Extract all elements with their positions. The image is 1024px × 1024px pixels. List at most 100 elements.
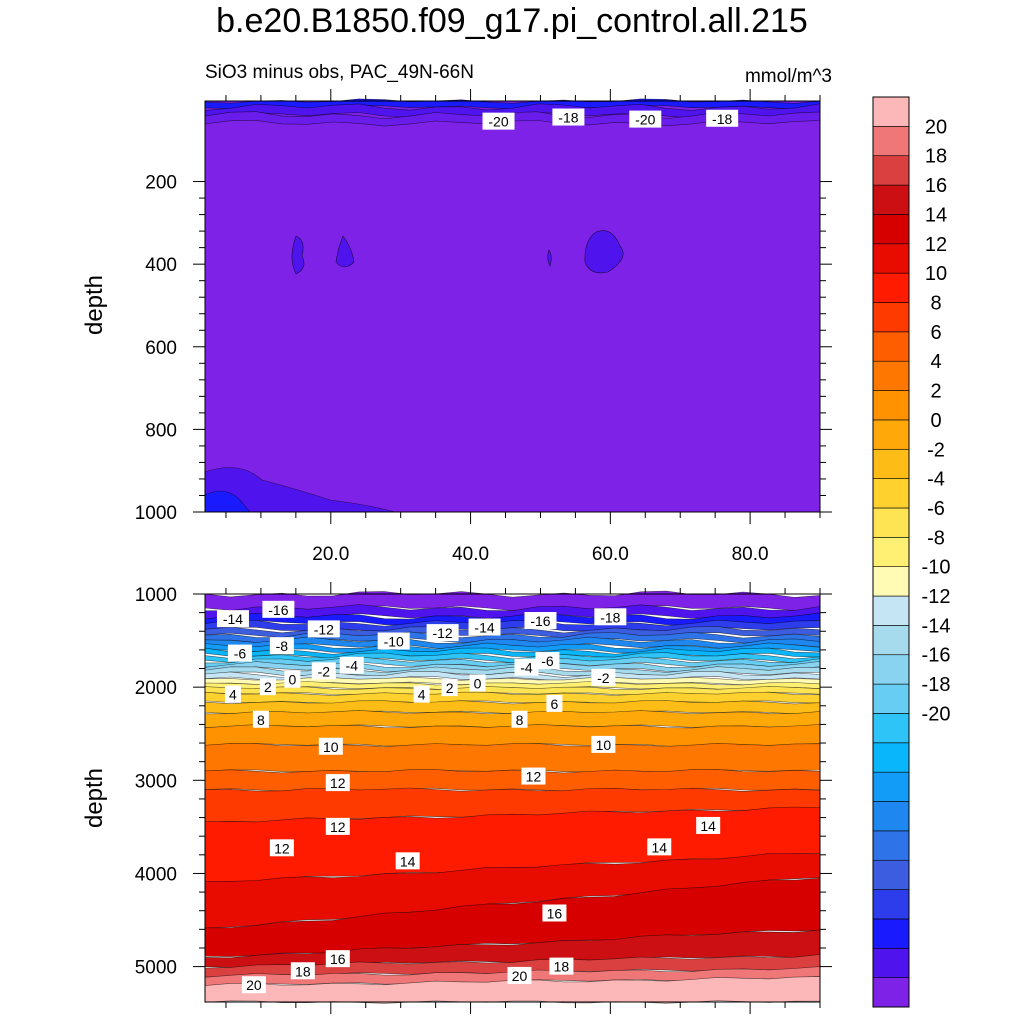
- bottom-contour-label: -10: [377, 632, 410, 650]
- units-label: mmol/m^3: [744, 66, 832, 87]
- contour-label: -20: [635, 112, 655, 128]
- bottom-contour-label: 10: [318, 737, 343, 755]
- contour-label-box: [507, 966, 532, 984]
- bottom-contour-label: 16: [542, 904, 567, 922]
- colorbar-swatch: [872, 742, 910, 773]
- contour-label-box: [259, 678, 276, 696]
- bottom-contour-label: -14: [468, 618, 501, 636]
- contour-label: -12: [432, 625, 452, 641]
- contour-label: 12: [330, 819, 346, 835]
- contour-label-box: [216, 610, 249, 628]
- blob-3: [547, 249, 552, 267]
- bottom-contour-label: 18: [290, 962, 315, 980]
- contour-label: -6: [234, 646, 247, 662]
- contour-label: 14: [400, 853, 416, 869]
- colorbar-swatch: [872, 155, 910, 186]
- contour-label-box: [284, 670, 301, 688]
- depth-band: [204, 742, 821, 773]
- bottom-contour-label: -4: [514, 658, 539, 676]
- bottom-contour-label: 10: [591, 735, 616, 753]
- bottom-contour-label: -12: [307, 620, 340, 638]
- plot-frame: [204, 593, 821, 1003]
- contour-label-box: [535, 652, 560, 670]
- bottom-contour-label: 14: [395, 852, 420, 870]
- bottom-contour-label: -12: [426, 624, 459, 642]
- colorbar-label: -8: [927, 527, 945, 549]
- contour-label-box: [696, 816, 721, 834]
- contour-label-box: [426, 624, 459, 642]
- bottom-contour-label: 0: [469, 674, 486, 692]
- top-contour-label: -18: [706, 109, 739, 127]
- bottom-contour-label: 8: [252, 710, 269, 728]
- contour-label-box: [511, 710, 528, 728]
- colorbar-label: -10: [922, 557, 951, 579]
- colorbar: 20181614121086420-2-4-6-8-10-12-14-16-18…: [872, 96, 951, 1008]
- colorbar-label: 10: [925, 263, 947, 285]
- contour-label-box: [542, 904, 567, 922]
- colorbar-swatch: [872, 448, 910, 479]
- contour-label-box: [591, 735, 616, 753]
- contour-label: 14: [700, 818, 716, 834]
- contour-label: -14: [474, 620, 494, 636]
- contour-label: 6: [551, 696, 559, 712]
- contour-label: -4: [520, 660, 533, 676]
- colorbar-swatch: [872, 272, 910, 303]
- contour-label: 20: [512, 968, 528, 984]
- colorbar-swatch: [872, 537, 910, 567]
- contour-label-box: [395, 852, 420, 870]
- contour-label: -18: [600, 609, 620, 625]
- y-tick-label: 3000: [135, 771, 177, 792]
- colorbar-label: 8: [930, 292, 941, 314]
- contour-label: 12: [330, 775, 346, 791]
- bottom-contour-label: 0: [284, 670, 301, 688]
- contour-label: -16: [530, 613, 550, 629]
- contour-label-box: [413, 685, 430, 703]
- bottom-contour-panel: -14-16-12-10-12 -14 -16 -18-8-6-2 -4 -4 -6-202…: [81, 582, 832, 1014]
- contour-label: 18: [295, 963, 311, 979]
- y-tick-label: 1000: [135, 503, 177, 524]
- contour-label: 0: [474, 675, 482, 691]
- colorbar-swatch: [872, 859, 910, 890]
- blob-1: [291, 235, 305, 275]
- bottom-contour-label: 20: [507, 966, 532, 984]
- deep-blob-20: [204, 467, 396, 513]
- contour-label: 10: [596, 737, 612, 753]
- contour-label-box: [482, 112, 515, 130]
- x-tick-label: 80.0: [732, 544, 769, 565]
- y-axis-title: depth: [81, 275, 108, 335]
- colorbar-label: 6: [930, 322, 941, 344]
- contour-label-box: [318, 737, 343, 755]
- top-contour-panel: -20 -18 -20 -18 200 400 600 800 1000 20.0 40.0 60.0…: [81, 89, 832, 565]
- bottom-contour-label: -18: [594, 608, 627, 626]
- contour-label-box: [521, 767, 546, 785]
- contour-label-box: [290, 962, 315, 980]
- colorbar-label: -14: [922, 615, 951, 637]
- colorbar-swatch: [872, 595, 910, 626]
- colorbar-label: -6: [927, 498, 945, 520]
- colorbar-swatch: [872, 683, 910, 714]
- colorbar-swatch: [872, 126, 910, 157]
- colorbar-swatch: [872, 801, 910, 832]
- colorbar-label: 20: [925, 116, 947, 138]
- contour-label: -12: [314, 621, 334, 637]
- contour-label: 0: [288, 672, 296, 688]
- depth-band: [204, 769, 821, 792]
- contour-label: -16: [268, 602, 288, 618]
- colorbar-swatch: [872, 302, 910, 333]
- contour-label: -20: [488, 114, 508, 130]
- colorbar-swatch: [872, 331, 910, 362]
- contour-label: 8: [257, 712, 265, 728]
- contour-label-box: [377, 632, 410, 650]
- contour-label: -10: [384, 634, 404, 650]
- contour-label-box: [546, 694, 563, 712]
- colorbar-swatch: [872, 889, 910, 920]
- top-contour-label: -18: [552, 108, 585, 126]
- colorbar-swatch: [872, 478, 910, 509]
- contour-label: -2: [318, 663, 331, 679]
- contour-label-box: [524, 612, 557, 630]
- bottom-contour-label: 12: [325, 817, 350, 835]
- contour-label: 18: [554, 959, 570, 975]
- colorbar-swatch: [872, 654, 910, 685]
- colorbar-swatch: [872, 625, 910, 656]
